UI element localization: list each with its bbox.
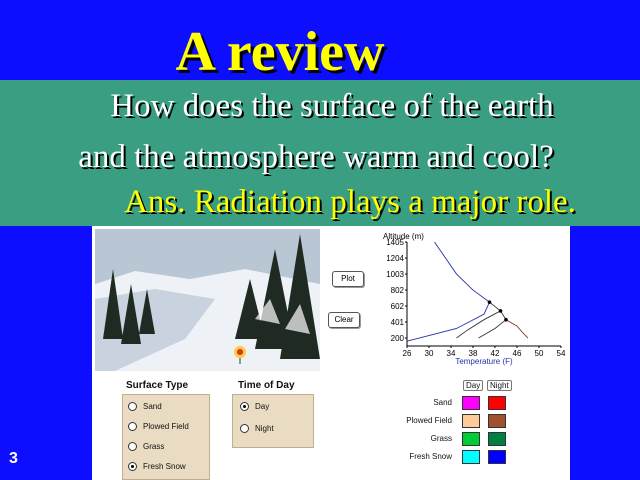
radio-fresh-snow[interactable]: Fresh Snow <box>128 462 186 471</box>
y-axis-title: Altitude (m) <box>383 232 424 241</box>
swatch-fresh-snow-day <box>462 450 480 464</box>
radio-indicator <box>128 462 137 471</box>
clear-button[interactable]: Clear <box>328 312 360 328</box>
x-tick-label: 34 <box>447 349 456 358</box>
x-tick-label: 30 <box>425 349 434 358</box>
radio-grass[interactable]: Grass <box>128 442 164 451</box>
snow-scene-illustration <box>95 229 320 371</box>
radio-day[interactable]: Day <box>240 402 269 411</box>
swatch-plowed-field-night <box>488 414 506 428</box>
series-point-2 <box>498 309 503 313</box>
y-tick-label: 200 <box>391 334 405 343</box>
x-tick-label: 46 <box>513 349 522 358</box>
radio-label: Night <box>255 424 274 433</box>
radio-indicator <box>128 402 137 411</box>
radio-label: Day <box>255 402 270 411</box>
controls-area: Surface Type Sand Plowed Field Grass Fre… <box>92 374 570 480</box>
radio-indicator <box>240 424 249 433</box>
surface-type-label: Surface Type <box>126 380 189 391</box>
slide-title: A review <box>175 21 385 83</box>
swatch-sand-day <box>462 396 480 410</box>
radio-label: Fresh Snow <box>143 462 186 471</box>
x-tick-label: 38 <box>469 349 478 358</box>
legend-row-label: Fresh Snow <box>409 452 452 461</box>
series-point-1 <box>487 300 492 304</box>
swatch-plowed-field-day <box>462 414 480 428</box>
legend-row-label: Plowed Field <box>406 416 452 425</box>
y-tick-label: 1204 <box>386 254 404 263</box>
x-axis-title: Temperature (F) <box>455 357 513 366</box>
radio-sand[interactable]: Sand <box>128 402 162 411</box>
x-tick-label: 42 <box>491 349 500 358</box>
x-tick-label: 26 <box>403 349 412 358</box>
time-of-day-label: Time of Day <box>238 380 295 391</box>
swatch-sand-night <box>488 396 506 410</box>
radio-plowed-field[interactable]: Plowed Field <box>128 422 189 431</box>
legend-row-label: Grass <box>430 434 452 443</box>
plot-button[interactable]: Plot <box>332 271 364 287</box>
altitude-temperature-chart: Altitude (m) Temperature (F) 1405 1204 1003 8… <box>383 232 566 366</box>
radio-label: Sand <box>143 402 162 411</box>
y-tick-label: 602 <box>391 302 405 311</box>
question-line-2: and the atmosphere warm and cool? <box>78 139 554 175</box>
series-line-3 <box>505 319 529 339</box>
y-tick-label: 1405 <box>386 238 404 247</box>
legend-header-day: Day <box>463 380 484 391</box>
swatch-fresh-snow-night <box>488 450 506 464</box>
slide-number: 3 <box>9 450 18 467</box>
question-band <box>0 80 640 226</box>
legend-header-night: Night <box>487 380 512 391</box>
radio-indicator <box>240 402 249 411</box>
series-line-1 <box>456 301 502 339</box>
swatch-grass-day <box>462 432 480 446</box>
simulation-panel: Plot Clear Altitude (m) Temperature (F) 14… <box>92 226 570 480</box>
x-tick-label: 54 <box>557 349 566 358</box>
question-line-1: How does the surface of the earth <box>110 88 554 124</box>
radio-indicator <box>128 442 137 451</box>
x-tick-label: 50 <box>535 349 544 358</box>
series-point-3 <box>504 317 508 322</box>
radio-indicator <box>128 422 137 431</box>
y-tick-label: 1003 <box>386 270 404 279</box>
legend-row-label: Sand <box>433 398 452 407</box>
series-line-2 <box>478 310 507 339</box>
radio-label: Grass <box>143 442 165 451</box>
answer-text: Ans. Radiation plays a major role. <box>124 184 576 220</box>
radio-night[interactable]: Night <box>240 424 274 433</box>
series-line-0 <box>406 241 491 342</box>
y-tick-label: 802 <box>391 286 405 295</box>
swatch-grass-night <box>488 432 506 446</box>
snow-scene-image <box>95 229 320 371</box>
y-tick-label: 401 <box>391 318 405 327</box>
radio-label: Plowed Field <box>143 422 189 431</box>
